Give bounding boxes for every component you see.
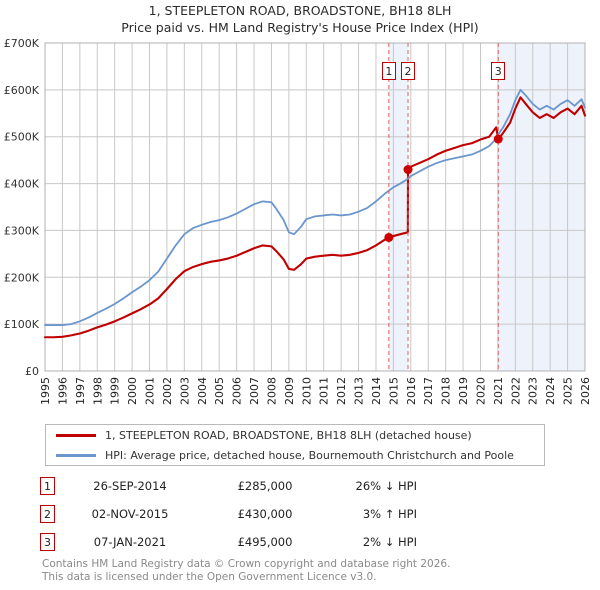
x-axis-tick-label: 2001 — [144, 377, 157, 405]
x-axis-tick-label: 2014 — [370, 377, 383, 405]
x-axis-tick-label: 2015 — [387, 377, 400, 405]
x-axis-tick-label: 2018 — [440, 377, 453, 405]
txn-hpi-delta: 2% ↓ HPI — [362, 535, 417, 549]
x-axis-tick-label: 2013 — [353, 377, 366, 405]
legend-item-price-paid: 1, STEEPLETON ROAD, BROADSTONE, BH18 8LH… — [46, 426, 544, 445]
x-axis-tick-label: 1995 — [39, 377, 52, 405]
y-axis-tick-label: £600K — [4, 84, 40, 97]
x-axis-tick-label: 2017 — [422, 377, 435, 405]
x-axis-tick-label: 1996 — [56, 377, 69, 405]
chart-legend: 1, STEEPLETON ROAD, BROADSTONE, BH18 8LH… — [45, 424, 545, 466]
marker-badge-2: 2 — [401, 62, 416, 80]
txn-date: 26-SEP-2014 — [93, 479, 167, 493]
table-row: 3 07-JAN-2021 £495,000 2% ↓ HPI — [40, 528, 470, 556]
series-line-hpi — [44, 88, 586, 326]
x-axis-tick-label: 2022 — [509, 377, 522, 405]
plot-area: £0 £100K £200K £300K £400K £500K £600K £700K 199… — [4, 37, 592, 405]
x-axis-tick-label: 2002 — [161, 377, 174, 405]
x-axis-tick-label: 2010 — [300, 377, 313, 405]
footer-copyright: Contains HM Land Registry data © Crown c… — [42, 558, 451, 570]
data-point-marker-3[interactable] — [493, 134, 503, 144]
x-axis-tick-label: 2020 — [474, 377, 487, 405]
marker-badge-1: 1 — [381, 62, 396, 80]
shaded-band — [388, 43, 409, 371]
txn-price: £495,000 — [237, 535, 293, 549]
txn-index-badge: 1 — [40, 477, 55, 495]
txn-hpi-delta: 3% ↑ HPI — [362, 507, 417, 521]
x-axis-tick-label: 2003 — [178, 377, 191, 405]
y-axis-tick-label: £700K — [4, 37, 40, 50]
data-point-marker-1[interactable] — [384, 232, 394, 242]
x-axis-tick-label: 2009 — [283, 377, 296, 405]
x-axis-tick-label: 2000 — [126, 377, 139, 405]
x-axis-tick-label: 2023 — [527, 377, 540, 405]
series-line-price-paid — [43, 96, 587, 339]
table-row: 1 26-SEP-2014 £285,000 26% ↓ HPI — [40, 472, 470, 500]
x-axis-tick-label: 2019 — [457, 377, 470, 405]
y-axis-tick-label: £400K — [4, 178, 40, 191]
txn-price: £430,000 — [237, 507, 293, 521]
legend-swatch-hpi — [56, 454, 96, 457]
footer-licence: This data is licensed under the Open Gov… — [42, 570, 377, 583]
x-axis-tick-label: 2008 — [265, 377, 278, 405]
x-axis-tick-label: 2026 — [579, 377, 592, 405]
page-title: 1, STEEPLETON ROAD, BROADSTONE, BH18 8LH — [148, 3, 452, 18]
footer-attribution: Contains HM Land Registry data © Crown c… — [42, 558, 582, 583]
txn-hpi-delta: 26% ↓ HPI — [355, 479, 417, 493]
y-axis-tick-label: £100K — [4, 318, 40, 331]
x-axis-tick-label: 2006 — [231, 377, 244, 405]
x-axis-tick-label: 1997 — [74, 377, 87, 405]
data-point-marker-2[interactable] — [403, 165, 413, 175]
y-axis-tick-label: £300K — [4, 224, 40, 237]
x-axis-tick-label: 1998 — [91, 377, 104, 405]
legend-label-price-paid: 1, STEEPLETON ROAD, BROADSTONE, BH18 8LH… — [105, 429, 472, 442]
txn-date: 07-JAN-2021 — [93, 535, 167, 549]
x-axis-tick-label: 2005 — [213, 377, 226, 405]
x-axis-tick-label: 2025 — [562, 377, 575, 405]
x-axis-tick-label: 2016 — [405, 377, 418, 405]
transaction-table: 1 26-SEP-2014 £285,000 26% ↓ HPI 2 02-NO… — [40, 472, 470, 556]
x-axis-tick-label: 2021 — [492, 377, 505, 405]
x-axis-tick-label: 2012 — [335, 377, 348, 405]
chart-title-block: 1, STEEPLETON ROAD, BROADSTONE, BH18 8LH… — [0, 2, 600, 36]
legend-label-hpi: HPI: Average price, detached house, Bour… — [105, 449, 514, 462]
legend-swatch-price-paid — [56, 434, 96, 437]
legend-item-hpi: HPI: Average price, detached house, Bour… — [46, 446, 544, 465]
x-axis-tick-label: 2004 — [196, 377, 209, 405]
txn-index-badge: 2 — [40, 505, 55, 523]
x-axis-tick-label: 2011 — [318, 377, 331, 405]
plot-frame — [44, 42, 586, 372]
marker-badge-3: 3 — [491, 62, 506, 80]
page-subtitle: Price paid vs. HM Land Registry's House … — [121, 20, 479, 35]
txn-date: 02-NOV-2015 — [91, 507, 169, 521]
x-axis-tick-label: 2007 — [248, 377, 261, 405]
y-axis-tick-label: £500K — [4, 131, 40, 144]
x-axis-tick-label: 1999 — [109, 377, 122, 405]
txn-index-badge: 3 — [40, 533, 55, 551]
txn-price: £285,000 — [237, 479, 293, 493]
y-axis-tick-label: £0 — [25, 365, 39, 378]
y-axis-tick-label: £200K — [4, 271, 40, 284]
shaded-band — [498, 43, 585, 371]
x-axis-tick-label: 2024 — [544, 377, 557, 405]
table-row: 2 02-NOV-2015 £430,000 3% ↑ HPI — [40, 500, 470, 528]
